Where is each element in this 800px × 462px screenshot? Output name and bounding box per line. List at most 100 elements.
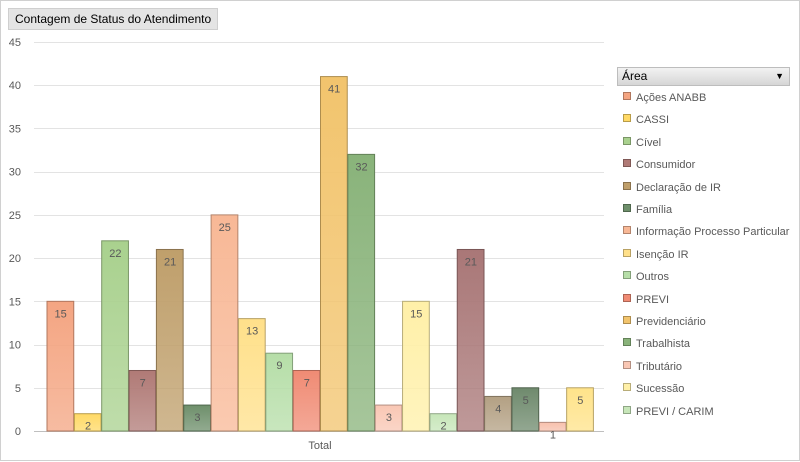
legend-swatch: [623, 316, 631, 324]
dropdown-arrow-icon[interactable]: ▼: [775, 71, 784, 81]
legend-label: Cível: [636, 136, 662, 149]
bar[interactable]: [374, 404, 403, 432]
legend-label: Família: [636, 204, 673, 216]
y-tick-label: 40: [9, 80, 21, 92]
y-tick-label: 15: [9, 296, 21, 308]
data-label: 41: [328, 84, 340, 96]
legend-item[interactable]: Previdenciário: [623, 315, 706, 329]
legend-item[interactable]: Cível: [623, 136, 661, 150]
legend-swatch: [623, 405, 631, 414]
legend-label: PREVI / CARIM: [636, 405, 714, 418]
legend-label: CASSI: [636, 114, 670, 127]
bar[interactable]: [265, 352, 294, 432]
legend-swatch: [623, 226, 631, 235]
y-tick-label: 35: [9, 123, 21, 135]
legend: Área ▼ Ações ANABB CASSI Cível Consumidor De…: [617, 67, 790, 418]
y-tick-label: 25: [9, 210, 21, 222]
bar[interactable]: [210, 214, 239, 432]
data-label: 22: [109, 248, 121, 260]
legend-swatch: [623, 383, 631, 392]
data-label: 21: [164, 256, 176, 268]
legend-item[interactable]: Tributário: [623, 360, 682, 374]
bar[interactable]: [183, 404, 211, 432]
bar[interactable]: [46, 300, 75, 432]
legend-swatch: [623, 360, 631, 369]
legend-swatch: [623, 136, 631, 145]
legend-label: Sucessão: [636, 383, 685, 396]
legend-item[interactable]: Ações ANABB: [623, 91, 706, 105]
legend-item[interactable]: Sucessão: [623, 382, 684, 396]
bar[interactable]: [73, 413, 102, 432]
legend-label: Outros: [636, 271, 670, 284]
bar[interactable]: [429, 413, 458, 432]
y-tick-label: 10: [9, 340, 21, 352]
data-label: 32: [355, 161, 367, 173]
legend-label: Declaração de IR: [636, 181, 721, 194]
legend-swatch: [623, 114, 631, 123]
legend-label: Isenção IR: [636, 248, 689, 261]
data-label: 7: [140, 377, 146, 389]
legend-item[interactable]: Informação Processo Particular: [623, 225, 789, 239]
data-label: 1: [550, 429, 556, 441]
legend-header-label: Área: [622, 69, 648, 83]
legend-item[interactable]: Isenção IR: [623, 248, 689, 262]
legend-swatch: [623, 248, 631, 257]
data-label: 4: [495, 403, 501, 415]
legend-item[interactable]: Consumidor: [623, 158, 695, 172]
legend-swatch: [623, 181, 631, 190]
data-label: 21: [465, 256, 477, 268]
data-label: 7: [304, 377, 310, 389]
legend-swatch: [623, 293, 631, 302]
bar[interactable]: [320, 76, 348, 432]
y-tick-label: 45: [9, 37, 21, 49]
data-label: 5: [523, 395, 529, 407]
bar[interactable]: [128, 369, 157, 432]
bar[interactable]: [155, 248, 184, 432]
y-tick-label: 5: [15, 383, 21, 395]
data-label: 2: [441, 421, 447, 433]
legend-item[interactable]: Declaração de IR: [623, 181, 721, 195]
y-tick-label: 30: [9, 167, 21, 179]
legend-swatch: [623, 92, 631, 100]
bar[interactable]: [566, 387, 594, 432]
legend-header[interactable]: Área ▼: [617, 67, 790, 86]
bar[interactable]: [237, 318, 266, 432]
y-tick-label: 20: [9, 253, 21, 265]
data-label: 13: [246, 326, 258, 338]
legend-item[interactable]: PREVI: [623, 293, 669, 307]
data-label: 9: [276, 360, 282, 372]
bar[interactable]: [347, 153, 376, 432]
legend-swatch: [623, 271, 631, 280]
legend-item[interactable]: CASSI: [623, 113, 669, 127]
bar[interactable]: [511, 387, 540, 432]
data-label: 15: [410, 308, 422, 320]
data-label: 2: [85, 421, 91, 433]
legend-label: Informação Processo Particular: [636, 226, 790, 239]
bar[interactable]: [292, 369, 321, 432]
legend-label: PREVI: [636, 293, 670, 306]
legend-swatch: [623, 338, 631, 347]
legend-label: Trabalhista: [636, 338, 691, 351]
legend-label: Previdenciário: [636, 316, 706, 328]
data-label: 3: [194, 412, 200, 424]
legend-swatch: [623, 204, 631, 212]
chart-title[interactable]: Contagem de Status do Atendimento: [8, 8, 219, 30]
bar[interactable]: [402, 300, 430, 432]
bar[interactable]: [101, 240, 129, 432]
legend-label: Ações ANABB: [636, 92, 707, 104]
y-tick-label: 0: [15, 426, 21, 438]
legend-item[interactable]: PREVI / CARIM: [623, 405, 714, 419]
bar[interactable]: [538, 421, 567, 432]
legend-item[interactable]: Outros: [623, 270, 669, 284]
legend-swatch: [623, 159, 631, 168]
data-label: 3: [386, 412, 392, 424]
legend-item[interactable]: Trabalhista: [623, 337, 690, 351]
data-label: 5: [577, 395, 583, 407]
legend-item[interactable]: Família: [623, 203, 672, 217]
bar[interactable]: [456, 248, 485, 432]
data-label: 15: [55, 308, 67, 320]
legend-label: Consumidor: [636, 159, 696, 172]
bar[interactable]: [484, 395, 512, 432]
